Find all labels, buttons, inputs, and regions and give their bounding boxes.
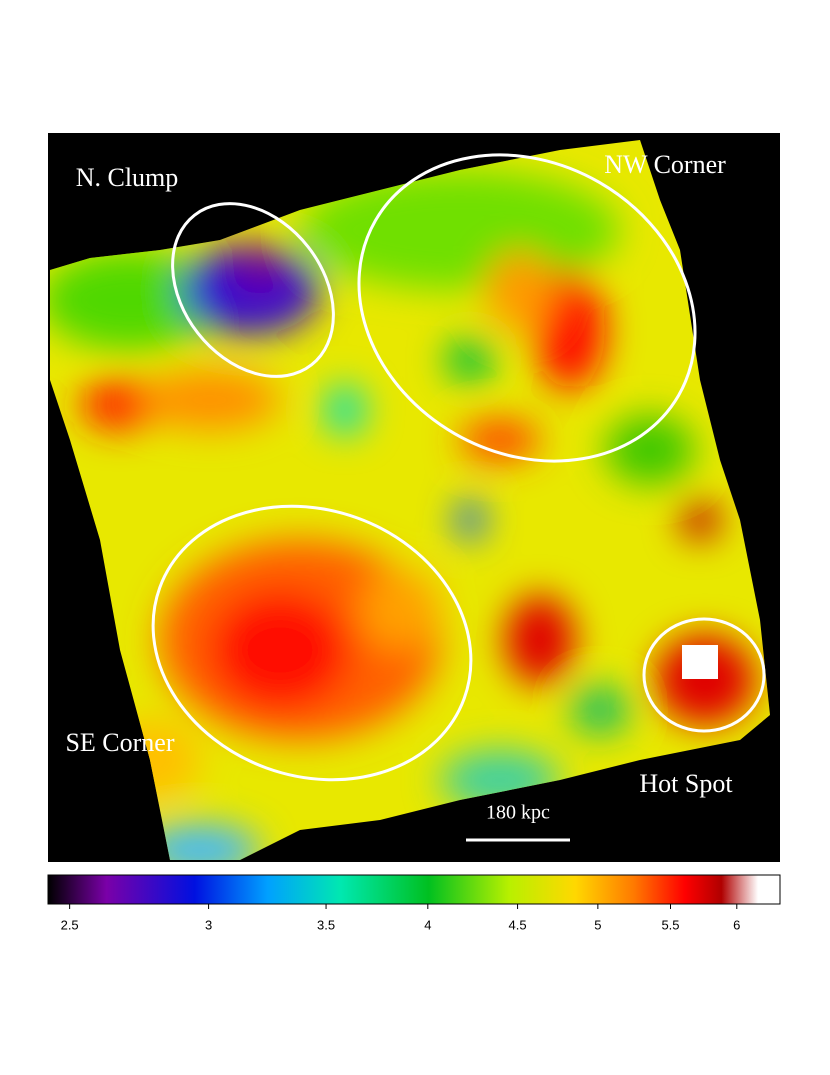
colorbar-tick-label: 4.5 — [509, 917, 527, 932]
colorbar-tick-label: 6 — [733, 917, 740, 932]
colorbar-tick-label: 4 — [424, 917, 431, 932]
region-label: N. Clump — [76, 163, 179, 192]
scale-bar-label: 180 kpc — [486, 802, 550, 824]
region-label: SE Corner — [65, 728, 174, 757]
colorbar-tick-label: 5 — [594, 917, 601, 932]
colorbar — [47, 874, 781, 905]
colorbar-tick-label: 5.5 — [661, 917, 679, 932]
colorbar-tick-label: 3 — [205, 917, 212, 932]
region-label: Hot Spot — [639, 769, 733, 798]
temperature-map — [50, 140, 770, 860]
colorbar-tick-label: 2.5 — [61, 917, 79, 932]
region-label: NW Corner — [604, 150, 726, 179]
colorbar-tick-label: 3.5 — [317, 917, 335, 932]
region-outlines — [151, 153, 766, 782]
